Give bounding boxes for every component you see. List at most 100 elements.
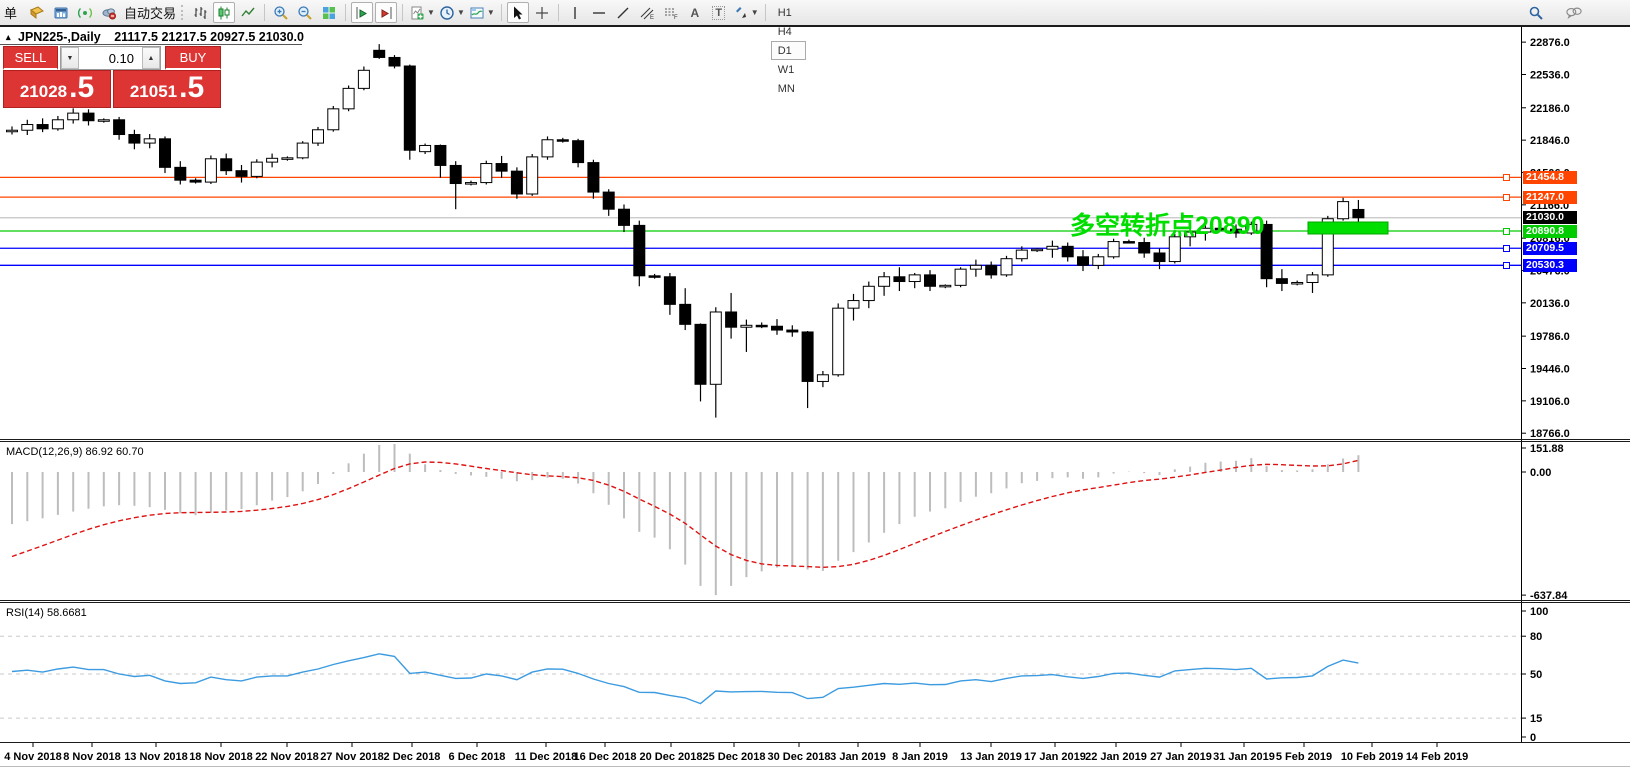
volume-input[interactable]: 0.10 — [108, 50, 134, 66]
line-chart-button[interactable] — [237, 2, 259, 23]
indicators-icon — [411, 6, 424, 19]
buy-price-fraction: .5 — [179, 71, 205, 104]
chevron-down-icon: ▼ — [427, 8, 435, 17]
toolbar-separator — [402, 4, 404, 21]
tile-windows-icon — [323, 6, 336, 19]
buy-button[interactable]: BUY — [165, 46, 221, 70]
line-drag-handle[interactable] — [1503, 244, 1510, 252]
price-axis-label: 20136.0 — [1530, 298, 1570, 310]
bar-chart-icon — [194, 6, 207, 19]
fibonacci-button[interactable]: F — [660, 2, 682, 23]
chat-icon — [1566, 7, 1582, 19]
text-tool-icon: A — [690, 5, 700, 20]
price-axis-label: 21506.0 — [1530, 167, 1570, 179]
price-axis-label: 19786.0 — [1530, 331, 1570, 343]
window-border-top — [0, 25, 1630, 27]
timeframe-button-w1[interactable]: W1 — [777, 63, 795, 76]
rsi-axis-label: 15 — [1530, 713, 1542, 725]
price-axis-label: 22536.0 — [1530, 69, 1570, 81]
timeframe-group: M1M5M15M30H1H4D1W1MN — [770, 0, 807, 98]
horizontal-line-button[interactable] — [588, 2, 610, 23]
sell-button[interactable]: SELL — [3, 46, 58, 70]
price-axis-label: 20816.0 — [1530, 233, 1570, 245]
price-axis-label: 22186.0 — [1530, 103, 1570, 115]
periods-button[interactable]: ▼ — [438, 2, 466, 23]
chart-shift-button[interactable] — [375, 2, 398, 23]
price-axis-label: 21166.0 — [1530, 200, 1569, 212]
zoom-in-button[interactable] — [270, 2, 292, 23]
timeframe-button-d1[interactable]: D1 — [770, 41, 807, 60]
tile-windows-button[interactable] — [318, 2, 340, 23]
template-icon — [470, 7, 484, 18]
line-drag-handle[interactable] — [1503, 173, 1510, 181]
candlestick-chart-button[interactable] — [213, 2, 236, 23]
date-axis-label: 5 Feb 2019 — [1276, 751, 1332, 763]
auto-scroll-button[interactable] — [351, 2, 374, 23]
autotrading-button[interactable] — [98, 2, 120, 23]
templates-button[interactable]: ▼ — [468, 2, 496, 23]
zoom-out-button[interactable] — [294, 2, 316, 23]
autotrading-label[interactable]: 自动交易 — [124, 6, 177, 21]
timeframe-button-h1[interactable]: H1 — [777, 6, 792, 19]
price-line-tag: 20530.3 — [1523, 258, 1577, 272]
label-tool-icon: T — [712, 5, 726, 20]
price-list-button[interactable] — [26, 2, 48, 23]
toolbar-separator — [557, 4, 559, 21]
chart-symbol-period: JPN225-,Daily — [18, 30, 101, 44]
collapse-panel-icon[interactable]: ▴ — [6, 32, 11, 42]
indicators-button[interactable]: ▼ — [408, 2, 436, 23]
timeframe-button-h4[interactable]: H4 — [777, 25, 792, 38]
date-axis-label: 6 Dec 2018 — [449, 751, 506, 763]
crosshair-button[interactable] — [531, 2, 553, 23]
toolbar-grip — [181, 5, 185, 20]
text-button[interactable]: A — [684, 2, 706, 23]
arrows-button[interactable]: ▼ — [732, 2, 760, 23]
vertical-line-button[interactable] — [564, 2, 586, 23]
volume-increase-button[interactable]: ▲ — [142, 47, 160, 69]
date-axis-label: 11 Dec 2018 — [515, 751, 577, 763]
line-drag-handle[interactable] — [1503, 261, 1510, 269]
price-axis-label: 19106.0 — [1530, 396, 1570, 408]
line-drag-handle[interactable] — [1503, 227, 1510, 235]
date-axis-label: 27 Jan 2019 — [1150, 751, 1212, 763]
price-line-tag: 21247.0 — [1523, 190, 1577, 204]
equidistant-channel-button[interactable]: E — [636, 2, 658, 23]
date-axis-label: 31 Jan 2019 — [1213, 751, 1275, 763]
macd-axis-label: 151.88 — [1530, 443, 1564, 455]
sell-price-fraction: .5 — [69, 71, 95, 104]
price-line-tag: 20709.5 — [1523, 241, 1577, 255]
sell-price-button[interactable]: 21028 .5 — [3, 70, 111, 108]
new-order-button[interactable]: 单 — [4, 6, 18, 21]
macd-indicator-label: MACD(12,26,9) 86.92 60.70 — [6, 446, 144, 458]
market-signal-button[interactable] — [74, 2, 96, 23]
date-axis-label: 20 Dec 2018 — [640, 751, 703, 763]
chat-button[interactable] — [1563, 2, 1585, 23]
toolbar-separator — [764, 4, 766, 21]
line-drag-handle[interactable] — [1503, 193, 1510, 201]
vertical-line-icon — [574, 6, 576, 19]
bar-chart-button[interactable] — [189, 2, 211, 23]
date-axis-label: 13 Jan 2019 — [960, 751, 1022, 763]
trendline-button[interactable] — [612, 2, 634, 23]
new-chart-button[interactable] — [50, 2, 72, 23]
new-chart-icon — [54, 7, 68, 18]
date-axis-label: 3 Jan 2019 — [830, 751, 886, 763]
cursor-button[interactable] — [506, 2, 529, 23]
volume-control: ▼ 0.10 ▲ — [60, 46, 161, 70]
buy-price-button[interactable]: 21051 .5 — [113, 70, 221, 108]
zoom-in-icon — [274, 5, 288, 20]
date-axis-label: 8 Jan 2019 — [892, 751, 948, 763]
timeframe-button-mn[interactable]: MN — [777, 82, 795, 95]
date-axis-label: 4 Nov 2018 — [4, 751, 61, 763]
horizontal-line-icon — [592, 11, 605, 14]
price-line-tag: 21454.8 — [1523, 170, 1577, 184]
label-button[interactable]: T — [708, 2, 730, 23]
search-button[interactable] — [1525, 2, 1547, 23]
annotation-text[interactable]: 多空转折点20890 — [1070, 212, 1265, 240]
arrows-icon — [735, 6, 746, 18]
date-axis-label: 22 Nov 2018 — [255, 751, 319, 763]
date-axis-label: 2 Dec 2018 — [384, 751, 441, 763]
volume-decrease-button[interactable]: ▼ — [61, 47, 79, 69]
price-axis-label: 20476.0 — [1530, 265, 1570, 277]
